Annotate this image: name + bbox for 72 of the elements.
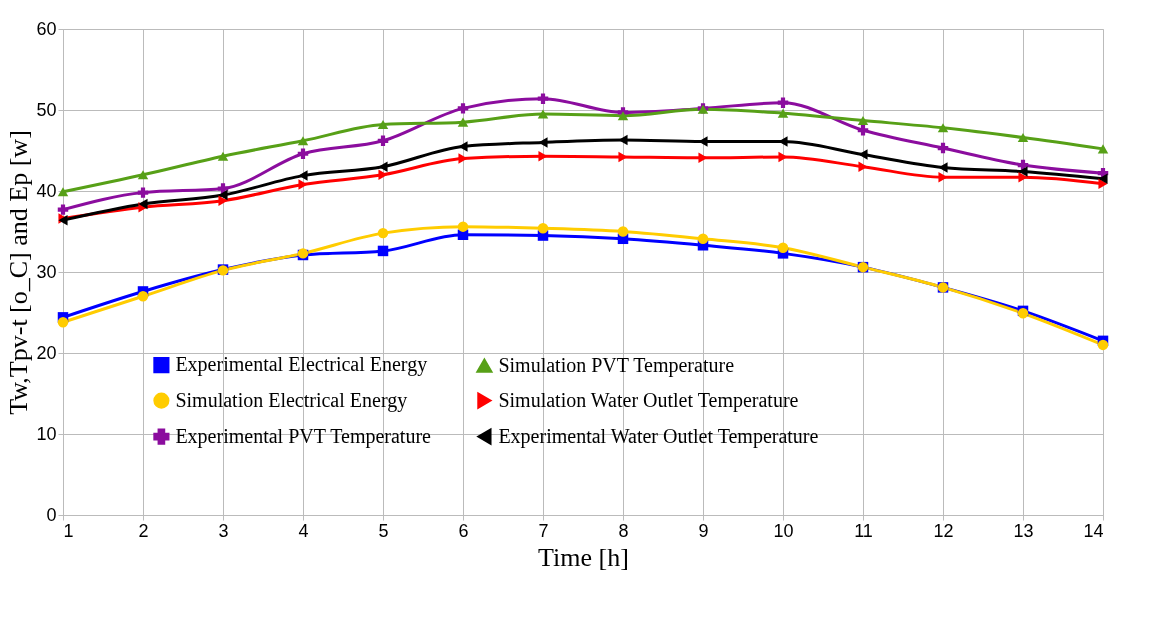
point [298,170,308,181]
x-tick-label: 3 [218,520,229,541]
x-axis-title: Time [h] [538,542,629,572]
point [57,187,69,197]
x-tick-label: 2 [138,520,149,541]
point [777,242,789,253]
point [378,169,388,181]
point [57,316,69,328]
x-tick-label: 6 [458,520,469,541]
point [457,103,469,114]
point [137,187,149,198]
point [457,221,469,232]
y-tick-label: 0 [46,504,57,525]
point [137,170,149,180]
point [297,148,309,159]
point [697,233,709,245]
point [1018,166,1028,177]
point [137,291,149,302]
x-tick-label: 9 [698,520,709,541]
point [458,141,468,152]
x-tick-label: 8 [618,520,629,541]
point [1098,173,1108,185]
x-tick-label: 11 [854,520,873,541]
point [457,117,469,127]
y-tick-label: 60 [36,18,57,39]
point [57,204,69,215]
legend-label: Simulation Water Outlet Temperature [498,388,799,412]
y-tick-label: 40 [36,180,57,201]
point [377,135,389,147]
point [537,223,549,234]
point [538,137,548,148]
x-tick-label: 1 [63,520,74,541]
x-tick-label: 5 [378,520,389,541]
point [617,226,629,237]
legend-label: Simulation PVT Temperature [498,353,735,377]
point [938,162,948,173]
point [937,123,949,133]
x-tick-label: 7 [538,520,549,541]
point [1097,339,1109,351]
legend-label: Experimental PVT Temperature [175,424,432,448]
point [218,195,228,206]
point [377,245,389,257]
point [217,151,229,161]
point [858,149,868,160]
point [458,153,468,164]
point [1097,144,1109,154]
point [857,115,869,126]
point [937,142,949,154]
x-tick-label: 12 [933,520,954,541]
x-tick-label: 14 [1083,520,1104,541]
point [1017,133,1029,143]
y-tick-label: 10 [36,423,57,444]
point [777,108,789,118]
legend-label: Experimental Water Outlet Temperature [498,424,819,448]
point [377,227,389,239]
legend-label: Simulation Electrical Energy [175,388,408,412]
point [857,125,869,136]
y-tick-label: 50 [36,99,57,120]
y-tick-label: 20 [36,342,57,363]
point [537,93,549,104]
x-tick-label: 4 [298,520,309,541]
x-tick-label: 13 [1013,520,1034,541]
x-tick-label: 10 [773,520,794,541]
y-tick-label: 30 [36,261,57,282]
point [298,179,308,190]
point [537,109,549,119]
point [377,120,389,130]
legend-label: Experimental Electrical Energy [175,353,428,377]
point [617,111,629,121]
point [777,97,789,108]
y-axis-title: Tw,Tpv-t [o_C] and Ep [w] [4,130,34,415]
point [297,136,309,146]
